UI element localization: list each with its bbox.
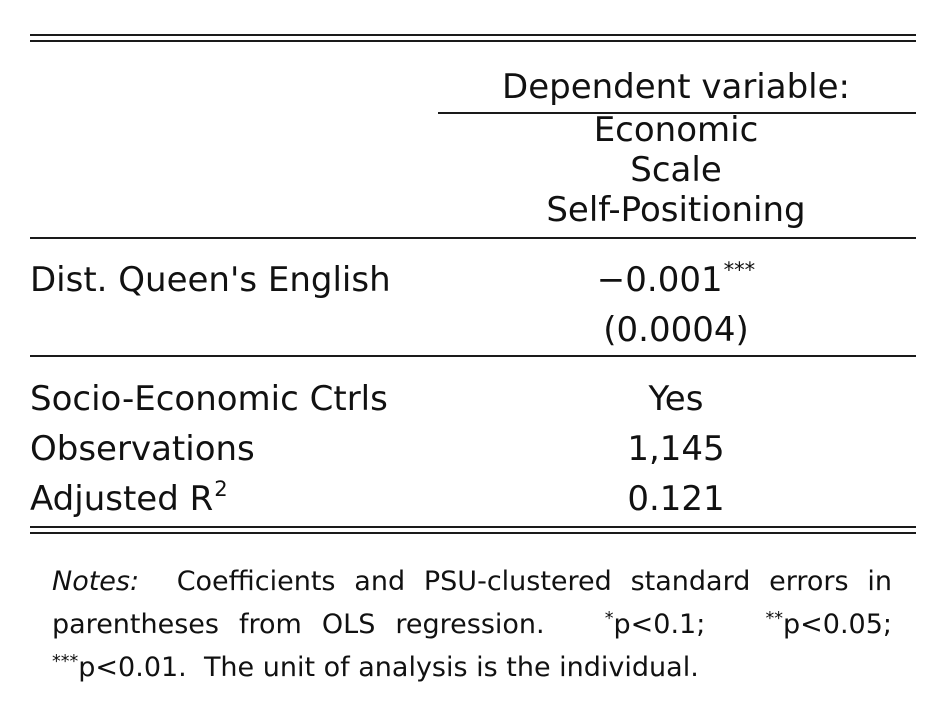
top-rule-1 xyxy=(30,34,916,36)
dv-underline xyxy=(438,112,916,114)
dv-name-line-1: Economic xyxy=(593,110,759,150)
sig-stars-1: * xyxy=(604,608,614,629)
dv-name-line-3: Self-Positioning xyxy=(546,190,806,230)
body-rule xyxy=(30,355,916,357)
top-rule-2 xyxy=(30,40,916,42)
coefficient-value: −0.001*** xyxy=(596,259,755,300)
sig-text-2: p<0.05; xyxy=(783,609,893,641)
header-rule xyxy=(30,237,916,239)
bottom-rule-1 xyxy=(30,526,916,528)
dv-name-line-2: Scale xyxy=(630,150,722,190)
footer-label-adjusted-r2: Adjusted R2 xyxy=(30,478,228,519)
footer-value-adjusted-r2: 0.121 xyxy=(627,479,725,519)
coefficient-number: −0.001 xyxy=(596,260,723,300)
standard-error-value: (0.0004) xyxy=(603,310,749,350)
dependent-variable-label: Dependent variable: xyxy=(502,67,850,107)
footer-label-observations: Observations xyxy=(30,429,255,469)
notes-text: Coefficients and PSU-clustered standard … xyxy=(52,566,892,641)
table-notes: Notes: Coefficients and PSU-clustered st… xyxy=(52,560,892,690)
adjusted-r-text: Adjusted R xyxy=(30,479,214,519)
footer-value-observations: 1,145 xyxy=(627,429,725,469)
notes-label: Notes: xyxy=(52,566,140,597)
footer-value-controls: Yes xyxy=(648,379,704,419)
bottom-rule-2 xyxy=(30,532,916,534)
sig-text-1: p<0.1; xyxy=(613,609,706,641)
sig-stars-2: ** xyxy=(765,608,784,629)
adjusted-r-superscript: 2 xyxy=(214,476,228,502)
sig-stars-3: *** xyxy=(52,651,79,672)
row-label-dist-queens-english: Dist. Queen's English xyxy=(30,260,391,300)
notes-tail: The unit of analysis is the individual. xyxy=(203,652,699,684)
sig-text-3: p<0.01. xyxy=(78,652,187,684)
coefficient-stars: *** xyxy=(723,257,756,283)
footer-label-controls: Socio-Economic Ctrls xyxy=(30,379,388,419)
